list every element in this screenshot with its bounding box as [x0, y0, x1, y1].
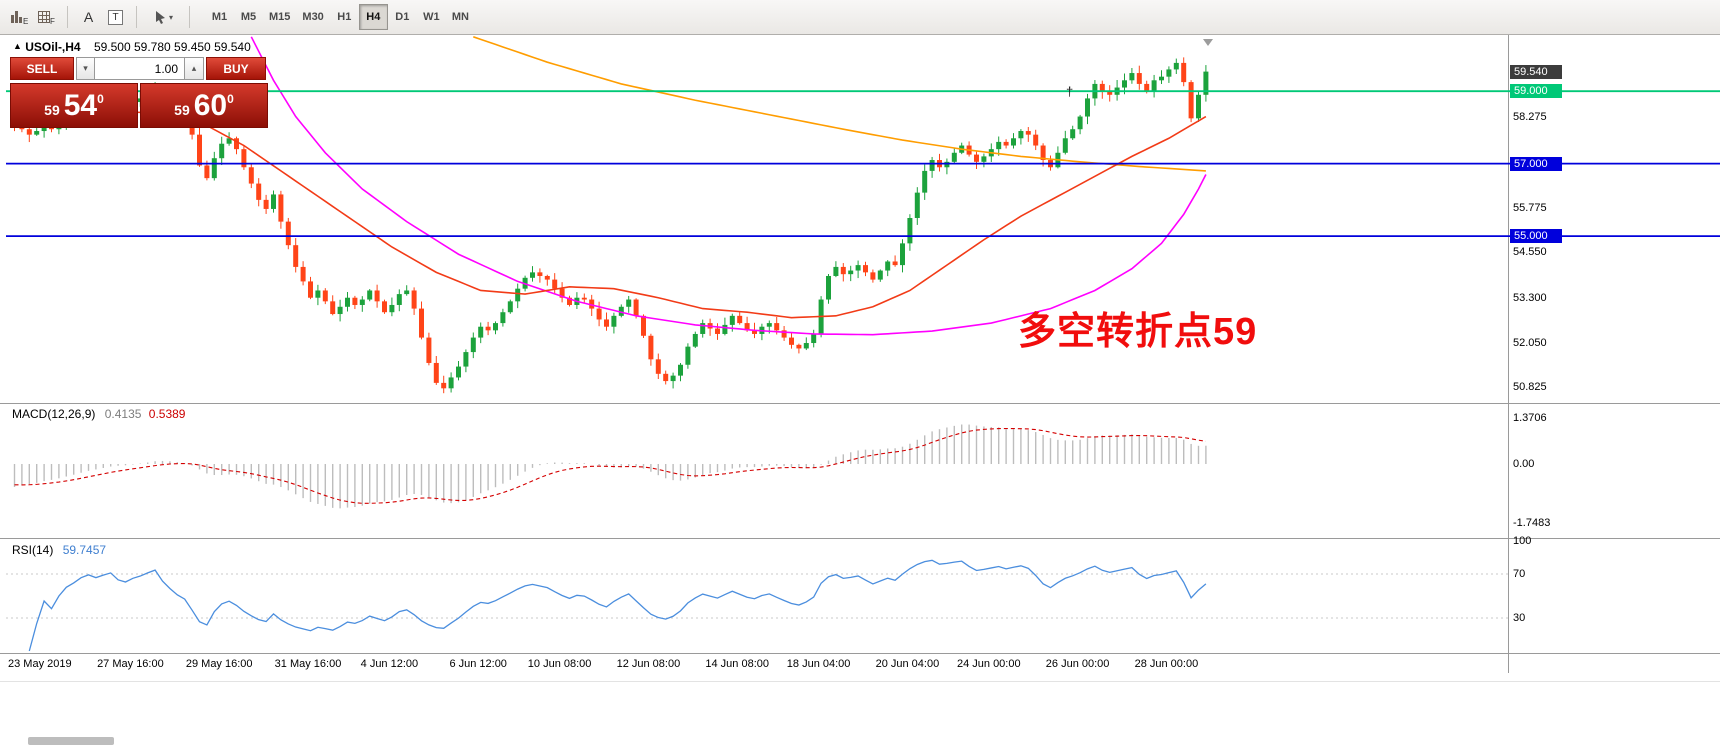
symbol-marker-icon: ▲: [13, 41, 22, 51]
timeframe-m5[interactable]: M5: [240, 11, 257, 23]
macd-indicator-label: MACD(12,26,9) 0.4135 0.5389: [12, 407, 185, 421]
label-tool-icon[interactable]: A: [83, 9, 94, 25]
text-tool-icon[interactable]: T: [102, 5, 129, 30]
symbol-period-label: USOil-,H4: [25, 40, 81, 54]
timeframe-d1[interactable]: D1: [395, 11, 410, 23]
drawing-tools-icon[interactable]: ▾: [144, 5, 182, 30]
rsi-name: RSI(14): [12, 543, 54, 557]
rsi-indicator-label: RSI(14) 59.7457: [12, 543, 106, 557]
toolbar-separator: [67, 6, 68, 28]
ask-pips: 60: [193, 88, 228, 122]
volume-dropdown[interactable]: ▾: [76, 57, 95, 80]
chart-title: ▲ USOil-,H4 59.500 59.780 59.450 59.540: [13, 40, 251, 54]
timeframe-m1[interactable]: M1: [211, 11, 228, 23]
ask-price-display[interactable]: 59 60 0: [140, 83, 268, 128]
ask-point: 0: [227, 92, 234, 106]
timeframe-m30[interactable]: M30: [302, 11, 324, 23]
timeframe-h4[interactable]: H4: [358, 4, 388, 30]
indicator-chart-icon[interactable]: E: [6, 5, 33, 30]
grid-icon[interactable]: F: [33, 5, 60, 30]
bar-chart-glyph: E: [11, 11, 28, 25]
trade-controls-row: SELL ▾ ▴ BUY: [10, 57, 268, 80]
bid-price-display[interactable]: 59 54 0: [10, 83, 138, 128]
text-box-glyph: T: [108, 9, 123, 25]
timeframe-h1[interactable]: H1: [337, 11, 352, 23]
ask-integer: 59: [174, 102, 190, 118]
cursor-arrow-glyph: [155, 11, 165, 24]
timeframe-mn[interactable]: MN: [451, 11, 469, 23]
buy-button[interactable]: BUY: [206, 57, 266, 80]
macd-signal-value: 0.5389: [148, 407, 186, 421]
bid-pips: 54: [63, 88, 98, 122]
sell-button[interactable]: SELL: [10, 57, 74, 80]
toolbar-separator: [189, 6, 190, 28]
dagger-mark: †: [1066, 84, 1074, 99]
timeframe-m15[interactable]: M15: [269, 11, 291, 23]
chevron-down-icon: ▾: [168, 12, 173, 22]
toolbar-separator: [136, 6, 137, 28]
bid-point: 0: [97, 92, 104, 106]
bid-ask-displays: 59 54 0 59 60 0: [10, 83, 268, 128]
svg-text:F: F: [50, 17, 55, 25]
chart-annotation-text: 多空转折点59: [1018, 311, 1258, 353]
top-toolbar: E F A T ▾ M1 M5 M15 M30 H1 H4 D1 W1 MN: [0, 0, 1720, 35]
ohlc-readout: 59.500 59.780 59.450 59.540: [93, 40, 251, 54]
bid-integer: 59: [44, 102, 60, 118]
timeframe-toolbar: M1 M5 M15 M30 H1 H4 D1 W1 MN: [205, 4, 475, 30]
volume-input[interactable]: [95, 57, 185, 80]
macd-name: MACD(12,26,9): [12, 407, 96, 421]
timeframe-w1[interactable]: W1: [423, 11, 440, 23]
svg-text:E: E: [23, 17, 28, 25]
volume-increase[interactable]: ▴: [185, 57, 204, 80]
rsi-value: 59.7457: [62, 543, 107, 557]
macd-main-value: 0.4135: [104, 407, 142, 421]
grid-glyph: F: [38, 11, 55, 25]
